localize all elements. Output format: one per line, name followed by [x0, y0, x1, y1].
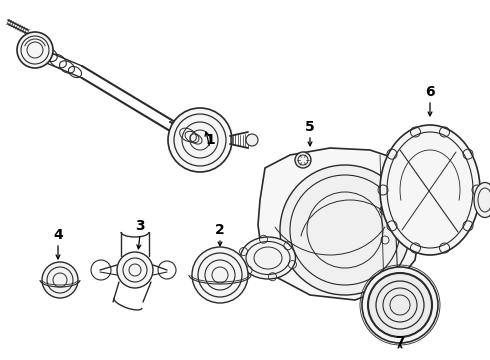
Circle shape [17, 32, 53, 68]
Text: 5: 5 [305, 120, 315, 134]
Text: 4: 4 [53, 228, 63, 242]
Polygon shape [258, 148, 425, 300]
Circle shape [168, 108, 232, 172]
Text: 6: 6 [425, 85, 435, 99]
Circle shape [362, 267, 438, 343]
Text: 3: 3 [135, 219, 145, 233]
Text: 7: 7 [395, 335, 405, 349]
Circle shape [280, 165, 410, 295]
Ellipse shape [474, 183, 490, 217]
Text: 2: 2 [215, 223, 225, 237]
Circle shape [192, 247, 248, 303]
Circle shape [295, 152, 311, 168]
Circle shape [368, 273, 432, 337]
Circle shape [117, 252, 153, 288]
Circle shape [42, 262, 78, 298]
Circle shape [246, 134, 258, 146]
Text: 1: 1 [205, 133, 215, 147]
Ellipse shape [241, 237, 295, 279]
Ellipse shape [380, 125, 480, 255]
